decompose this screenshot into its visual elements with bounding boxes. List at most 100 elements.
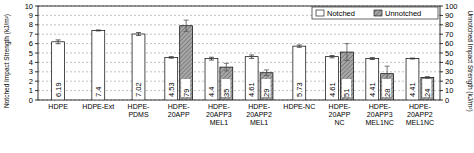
plot-frame bbox=[38, 6, 440, 100]
error-bar bbox=[184, 20, 189, 31]
axis-title: Unnotched Impact Strength (kJ/m²) bbox=[466, 10, 474, 111]
bar bbox=[180, 26, 193, 100]
tick-label: 70 bbox=[445, 30, 453, 39]
label-bg bbox=[206, 79, 215, 97]
label-bg bbox=[407, 79, 416, 97]
category-label: HDPE-NC bbox=[283, 103, 315, 110]
tick-label: 60 bbox=[445, 39, 453, 48]
tick bbox=[35, 15, 38, 16]
error-bar bbox=[410, 58, 415, 60]
tick-label: 2 bbox=[29, 77, 33, 86]
tick bbox=[440, 81, 443, 82]
tick-label: 1 bbox=[29, 86, 33, 95]
category-line: 20APP3 bbox=[206, 111, 232, 118]
tick-label: 40 bbox=[445, 58, 453, 67]
tick-label: 20 bbox=[445, 77, 453, 86]
tick-label: 30 bbox=[445, 67, 453, 76]
bar bbox=[366, 59, 379, 100]
tick-label: 10 bbox=[445, 86, 453, 95]
bar bbox=[52, 42, 65, 100]
label-bg bbox=[247, 79, 256, 97]
label-bg bbox=[181, 79, 190, 97]
category-line: MEL1NC bbox=[365, 119, 393, 126]
tick-label: 80 bbox=[445, 20, 453, 29]
data-label: 24 bbox=[423, 89, 432, 97]
error-bar bbox=[224, 63, 229, 71]
category-line: HDPE- bbox=[128, 103, 150, 110]
category-line: HDPE- bbox=[409, 103, 431, 110]
category-line: NC bbox=[334, 119, 344, 126]
label-bg bbox=[53, 79, 62, 97]
tick-label: 6 bbox=[29, 39, 33, 48]
label-bg bbox=[294, 79, 303, 97]
data-label: 4.53 bbox=[167, 82, 176, 97]
tick-label: 9 bbox=[29, 11, 33, 20]
error-bar bbox=[264, 70, 269, 76]
category-line: HDPE- bbox=[369, 103, 391, 110]
tick-label: 4 bbox=[29, 58, 33, 67]
error-bar bbox=[96, 29, 101, 31]
tick bbox=[35, 43, 38, 44]
category-line: HDPE-Ext bbox=[82, 103, 114, 110]
category-line: 20APP2 bbox=[407, 111, 433, 118]
bar bbox=[421, 77, 434, 100]
legend-label: Notched bbox=[327, 9, 355, 18]
data-label: 29 bbox=[262, 89, 271, 97]
legend-swatch bbox=[316, 10, 324, 16]
category-line: 20APP2 bbox=[246, 111, 272, 118]
category-line: 20APP3 bbox=[367, 111, 393, 118]
tick-label: 3 bbox=[29, 67, 33, 76]
legend-label: Unnotched bbox=[385, 9, 421, 18]
bar bbox=[245, 57, 258, 100]
bar bbox=[326, 57, 339, 100]
tick-label: 50 bbox=[445, 49, 453, 58]
error-bar bbox=[56, 40, 61, 44]
category-line: HDPE- bbox=[208, 103, 230, 110]
category-label: HDPE-PDMS bbox=[128, 103, 150, 118]
data-label: 6.19 bbox=[54, 82, 63, 97]
tick-label: 0 bbox=[29, 96, 33, 105]
tick bbox=[35, 62, 38, 63]
error-bar bbox=[344, 44, 349, 61]
tick bbox=[35, 6, 38, 7]
data-label: 4.41 bbox=[368, 82, 377, 97]
category-line: HDPE bbox=[48, 103, 68, 110]
axis-title: Notched Impact Strength (kJ/m²) bbox=[3, 14, 11, 108]
category-line: HDPE- bbox=[248, 103, 270, 110]
data-label: 7.4 bbox=[94, 87, 103, 97]
category-label: HDPE bbox=[48, 103, 68, 110]
tick bbox=[35, 100, 38, 101]
data-label: 35 bbox=[222, 89, 231, 97]
tick-label: 100 bbox=[445, 2, 458, 11]
bar bbox=[165, 57, 178, 100]
legend-swatch bbox=[374, 10, 382, 16]
label-bg bbox=[166, 79, 175, 97]
tick bbox=[440, 24, 443, 25]
category-line: HDPE- bbox=[168, 103, 190, 110]
category-label: HDPE-20APP3MEL1 bbox=[206, 103, 232, 126]
error-bar bbox=[169, 57, 174, 59]
category-line: HDPE-NC bbox=[283, 103, 315, 110]
labels: 6.197.47.024.53794.4354.61295.734.61514.… bbox=[53, 79, 432, 97]
data-label: 5.73 bbox=[295, 82, 304, 97]
label-bg bbox=[327, 79, 336, 97]
tick-label: 10 bbox=[25, 2, 33, 11]
bar bbox=[293, 46, 306, 100]
category-line: HDPE- bbox=[329, 103, 351, 110]
error-bar bbox=[370, 58, 375, 60]
grid-line bbox=[38, 24, 440, 25]
error-bar bbox=[330, 56, 335, 58]
error-bar bbox=[209, 57, 214, 60]
tick-label: 90 bbox=[445, 11, 453, 20]
label-bg bbox=[221, 79, 230, 97]
tick bbox=[440, 53, 443, 54]
category-label: HDPE-20APPNC bbox=[329, 103, 351, 126]
tick bbox=[440, 34, 443, 35]
tick bbox=[440, 71, 443, 72]
tick-label: 8 bbox=[29, 20, 33, 29]
bar bbox=[220, 67, 233, 100]
data-label: 7.02 bbox=[134, 82, 143, 97]
label-bg bbox=[342, 79, 351, 97]
error-bar bbox=[249, 55, 254, 58]
tick-label: 5 bbox=[29, 49, 33, 58]
